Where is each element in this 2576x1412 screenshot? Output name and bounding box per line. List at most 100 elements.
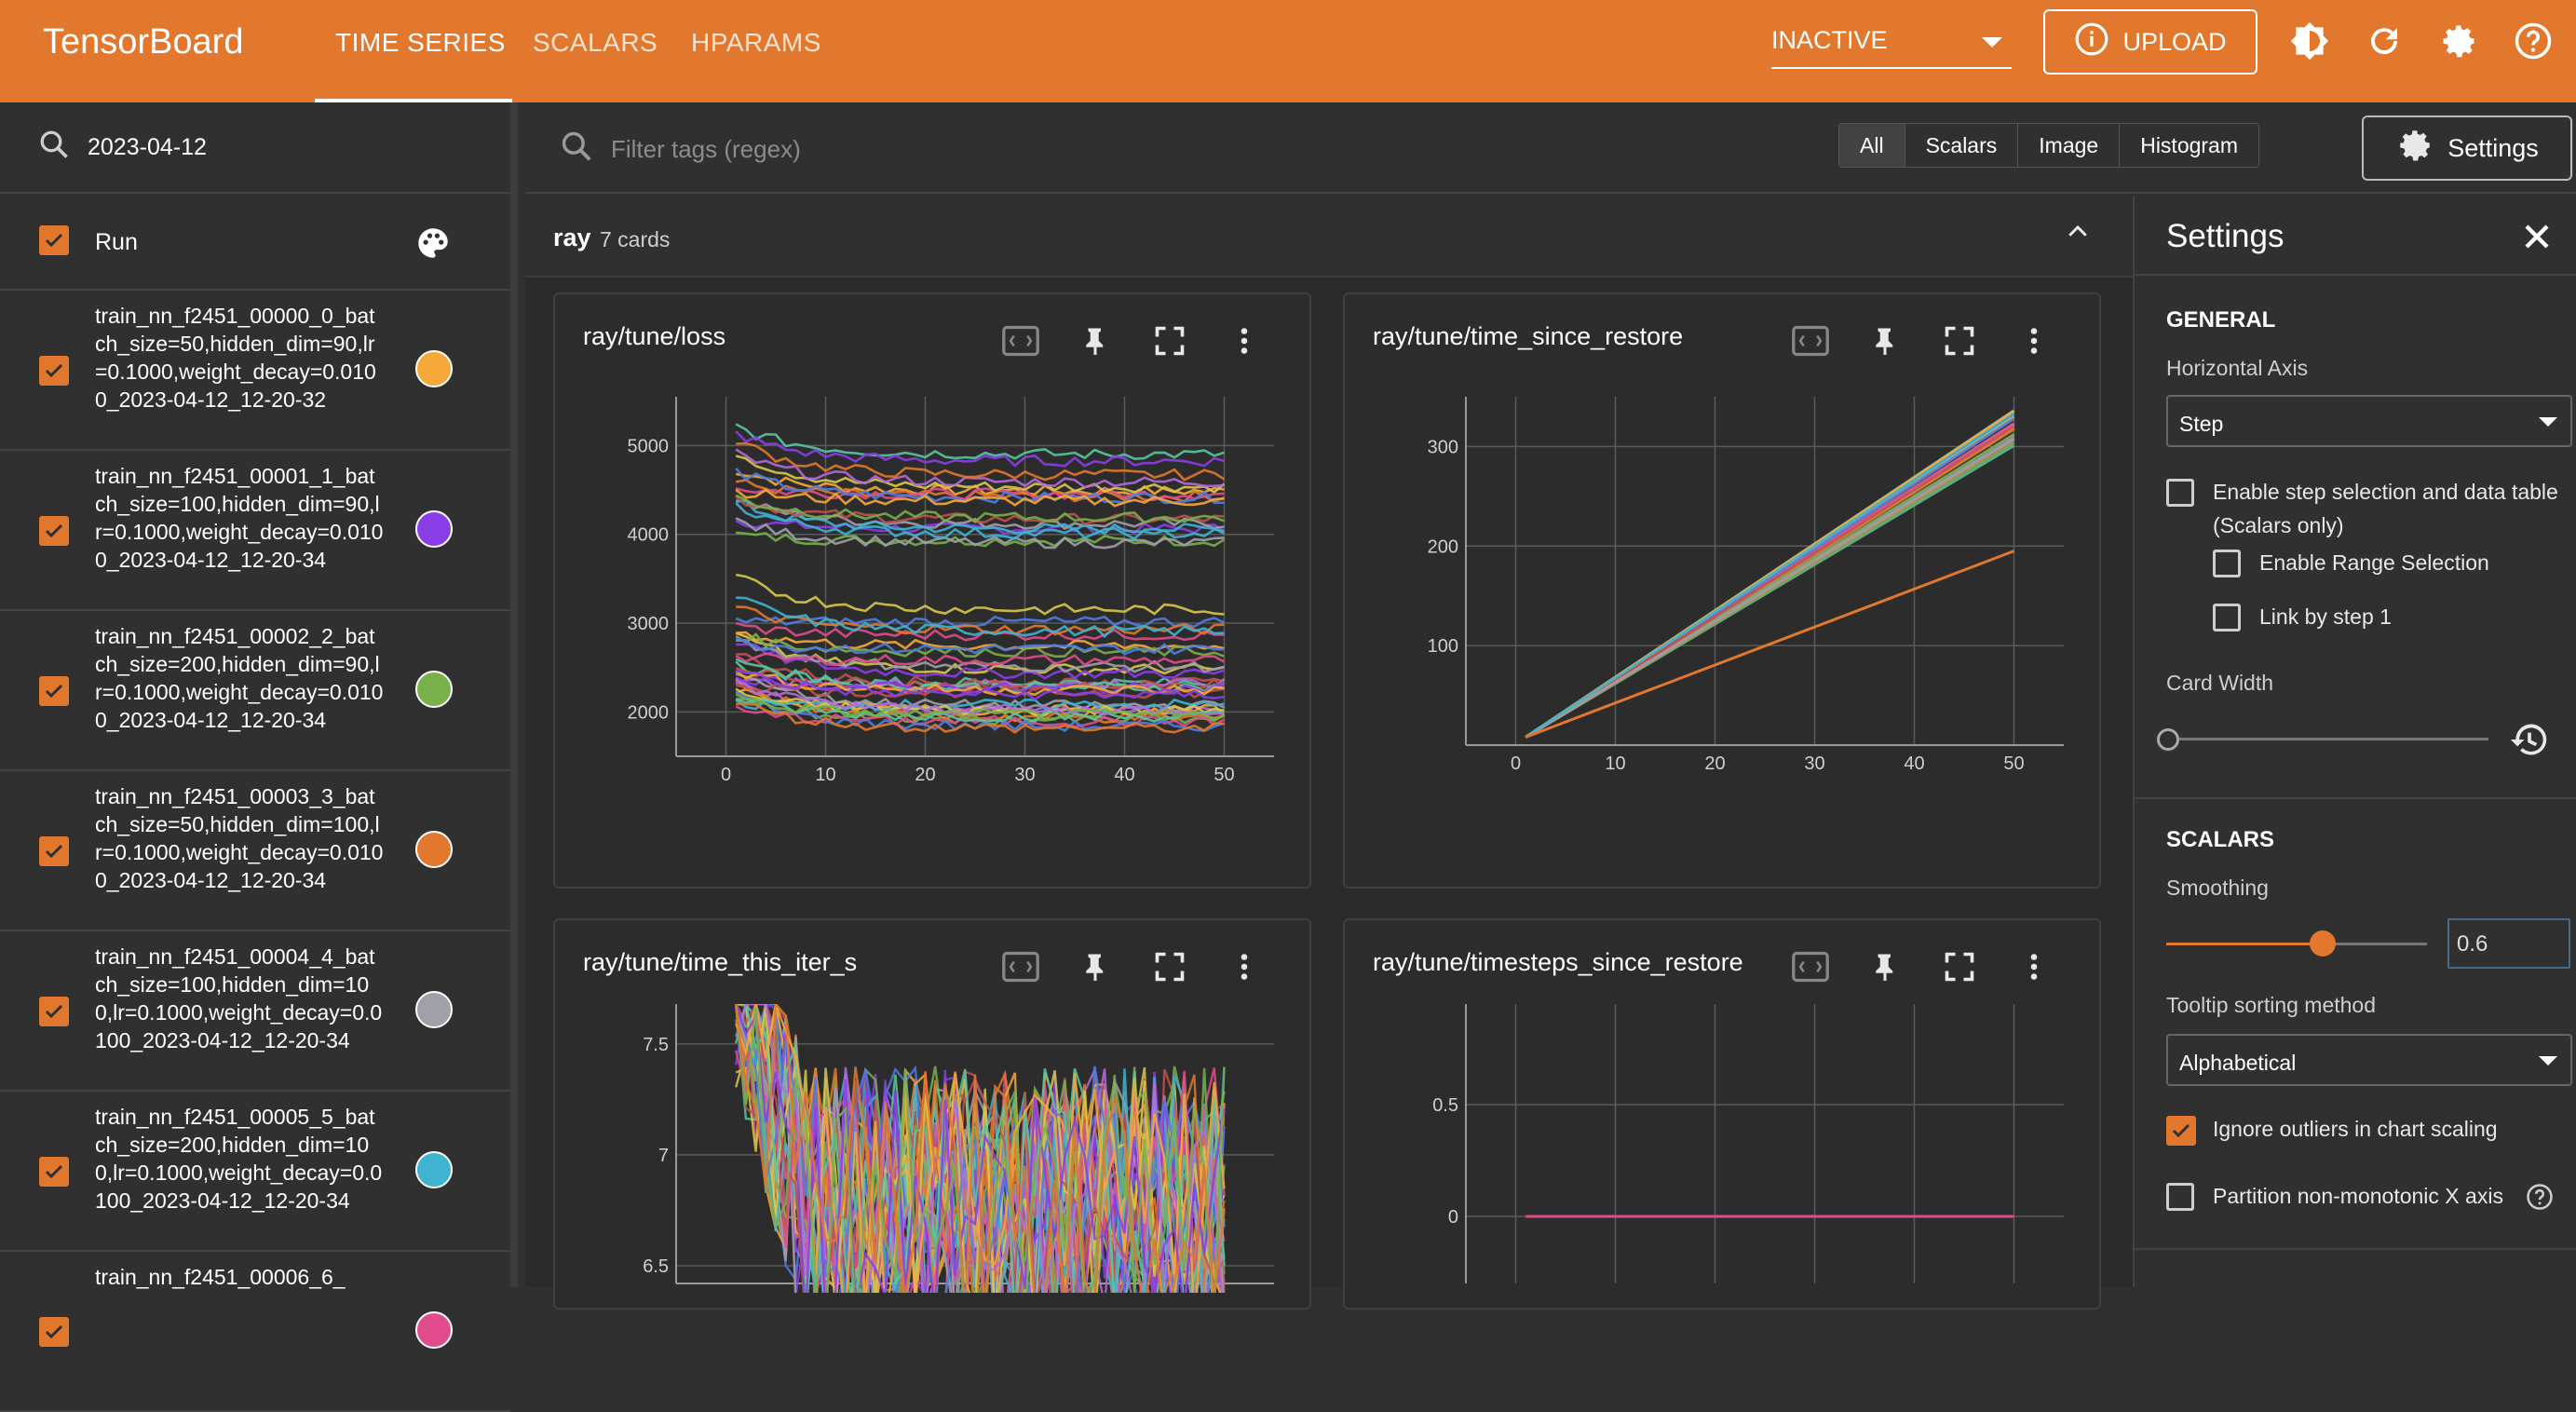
- settings-toggle-button[interactable]: Settings: [2362, 115, 2572, 181]
- run-checkbox[interactable]: [39, 516, 69, 546]
- run-name: train_nn_f2451_00006_6_: [95, 1265, 346, 1289]
- chevron-down-icon: [2539, 1056, 2557, 1066]
- link-by-step-checkbox[interactable]: [2213, 604, 2241, 631]
- help-icon[interactable]: [2511, 19, 2556, 63]
- ignore-outliers-label: Ignore outliers in chart scaling: [2213, 1117, 2498, 1141]
- chart-card-loss: ray/tune/loss 0 10 20 30 40 50 2000 3000 4000 500…: [553, 292, 1311, 889]
- tooltip-sort-select[interactable]: Alphabetical: [2166, 1034, 2572, 1086]
- pin-icon[interactable]: [1864, 946, 1905, 987]
- run-row[interactable]: train_nn_f2451_00000_0_batch_size=50,hid…: [0, 291, 510, 451]
- run-color-swatch[interactable]: [415, 510, 453, 548]
- run-checkbox[interactable]: [39, 836, 69, 866]
- time-this-iter-chart[interactable]: 6.5 7 7.5: [555, 1004, 1313, 1293]
- dark-mode-icon[interactable]: [2287, 19, 2332, 63]
- run-checkbox[interactable]: [39, 356, 69, 386]
- run-color-swatch[interactable]: [415, 671, 453, 708]
- x-tick-label: 10: [815, 765, 835, 785]
- run-color-swatch[interactable]: [415, 831, 453, 868]
- partition-checkbox[interactable]: [2166, 1183, 2194, 1211]
- select-all-checkbox[interactable]: [39, 225, 69, 255]
- run-color-swatch[interactable]: [415, 991, 453, 1028]
- run-checkbox[interactable]: [39, 1157, 69, 1187]
- time-since-restore-chart[interactable]: 0 10 20 30 40 50 100 200 300: [1345, 378, 2103, 797]
- fullscreen-icon[interactable]: [1939, 946, 1980, 987]
- smoothing-slider-track[interactable]: [2166, 930, 2427, 957]
- fit-domain-icon[interactable]: [1790, 320, 1831, 361]
- run-checkbox[interactable]: [39, 676, 69, 706]
- y-tick-label: 100: [1428, 636, 1458, 657]
- filter-tags-input[interactable]: Filter tags (regex): [559, 129, 801, 170]
- card-width-slider-thumb[interactable]: [2157, 728, 2179, 751]
- timesteps-since-restore-chart[interactable]: 00.5: [1345, 1004, 2103, 1293]
- run-color-swatch[interactable]: [415, 350, 453, 387]
- more-vert-icon[interactable]: [1224, 320, 1265, 361]
- loss-series-line: [735, 678, 1225, 724]
- iter-series-line: [735, 1004, 1226, 1293]
- palette-icon[interactable]: [414, 224, 453, 267]
- type-filter-group: All Scalars Image Histogram: [1838, 123, 2260, 168]
- help-icon[interactable]: [2526, 1183, 2554, 1215]
- run-row[interactable]: train_nn_f2451_00006_6_: [0, 1252, 510, 1412]
- run-checkbox[interactable]: [39, 1317, 69, 1347]
- close-icon[interactable]: [2516, 216, 2557, 257]
- refresh-icon[interactable]: [2362, 19, 2407, 63]
- type-filter-scalars[interactable]: Scalars: [1905, 124, 2019, 167]
- upload-button[interactable]: UPLOAD: [2043, 9, 2257, 75]
- type-filter-all[interactable]: All: [1839, 124, 1905, 167]
- fullscreen-icon[interactable]: [1149, 320, 1190, 361]
- smoothing-value-input[interactable]: 0.6: [2447, 918, 2570, 969]
- pin-icon[interactable]: [1075, 320, 1116, 361]
- chevron-up-icon[interactable]: [2064, 218, 2092, 251]
- run-checkbox[interactable]: [39, 997, 69, 1026]
- run-row[interactable]: train_nn_f2451_00002_2_batch_size=200,hi…: [0, 611, 510, 771]
- range-selection-checkbox[interactable]: [2213, 550, 2241, 577]
- type-filter-histogram[interactable]: Histogram: [2140, 133, 2239, 157]
- loss-series-line: [735, 669, 1225, 701]
- scalars-section-title: SCALARS: [2166, 827, 2275, 852]
- settings-gear-icon[interactable]: [2436, 19, 2481, 63]
- fit-domain-icon[interactable]: [1000, 320, 1041, 361]
- pin-icon[interactable]: [1864, 320, 1905, 361]
- tab-scalars[interactable]: SCALARS: [533, 28, 658, 57]
- more-vert-icon[interactable]: [2013, 946, 2054, 987]
- loss-series-line: [735, 693, 1225, 721]
- divider: [2135, 797, 2576, 799]
- run-row[interactable]: train_nn_f2451_00003_3_batch_size=50,hid…: [0, 771, 510, 931]
- loss-series-line: [735, 652, 1226, 667]
- runs-table-header: Run: [0, 194, 510, 291]
- time-series-line: [1525, 425, 2015, 739]
- fit-domain-icon[interactable]: [1790, 946, 1831, 987]
- x-tick-label: 50: [2003, 754, 2024, 774]
- run-row[interactable]: train_nn_f2451_00004_4_batch_size=100,hi…: [0, 931, 510, 1092]
- fullscreen-icon[interactable]: [1149, 946, 1190, 987]
- loss-chart[interactable]: 0 10 20 30 40 50 2000 3000 4000 5000: [555, 378, 1313, 797]
- plugin-select[interactable]: INACTIVE: [1771, 26, 2012, 69]
- more-vert-icon[interactable]: [1224, 946, 1265, 987]
- horizontal-axis-select[interactable]: Step: [2166, 395, 2572, 447]
- loss-series-line: [735, 498, 1225, 531]
- run-color-swatch[interactable]: [415, 1311, 453, 1349]
- fit-domain-icon[interactable]: [1000, 946, 1041, 987]
- card-group-header[interactable]: ray 7 cards: [525, 194, 2133, 278]
- smoothing-slider-thumb[interactable]: [2310, 930, 2336, 957]
- more-vert-icon[interactable]: [2013, 320, 2054, 361]
- tab-hparams[interactable]: HPARAMS: [691, 28, 821, 57]
- tab-time-series[interactable]: TIME SERIES: [335, 28, 506, 57]
- reset-icon[interactable]: [2509, 719, 2550, 765]
- step-selection-checkbox[interactable]: [2166, 479, 2194, 507]
- run-name: train_nn_f2451_00001_1_batch_size=100,hi…: [95, 464, 384, 572]
- card-width-slider-track[interactable]: [2166, 738, 2488, 740]
- run-color-swatch[interactable]: [415, 1151, 453, 1188]
- ignore-outliers-checkbox[interactable]: [2166, 1116, 2196, 1146]
- runs-search[interactable]: 2023-04-12: [0, 102, 510, 194]
- divider: [2135, 1248, 2576, 1250]
- settings-button-label: Settings: [2447, 133, 2539, 162]
- loss-series-line: [735, 637, 1225, 656]
- run-row[interactable]: train_nn_f2451_00001_1_batch_size=100,hi…: [0, 451, 510, 611]
- fullscreen-icon[interactable]: [1939, 320, 1980, 361]
- run-row[interactable]: train_nn_f2451_00005_5_batch_size=200,hi…: [0, 1092, 510, 1252]
- type-filter-image[interactable]: Image: [2018, 124, 2121, 167]
- y-tick-label: 6.5: [643, 1256, 669, 1277]
- runs-search-input[interactable]: 2023-04-12: [88, 133, 207, 160]
- pin-icon[interactable]: [1075, 946, 1116, 987]
